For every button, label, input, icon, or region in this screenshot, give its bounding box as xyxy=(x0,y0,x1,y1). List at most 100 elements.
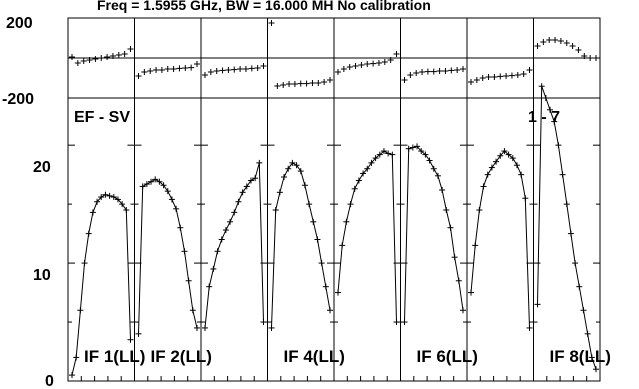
phase-point-if-5 xyxy=(370,60,377,67)
phase-point-if-5 xyxy=(358,62,365,68)
amp-point-if-3 xyxy=(252,175,259,182)
phase-point-if-2 xyxy=(158,67,165,73)
phase-point-if-4 xyxy=(274,83,281,89)
amp-point-if-1 xyxy=(94,198,101,205)
phase-point-if-4 xyxy=(327,77,333,83)
phase-point-if-3 xyxy=(219,67,226,74)
phase-point-if-5 xyxy=(352,63,359,69)
phase-point-if-5 xyxy=(381,59,388,65)
phase-point-if-5 xyxy=(364,61,371,67)
amp-point-if-8 xyxy=(547,106,554,113)
series-layer: IF 1(LL) IF 2(LL) IF 4(LL) IF 6(LL) IF 8(LL) xyxy=(69,20,611,379)
amp-point-if-3 xyxy=(210,265,217,272)
amp-point-if-1 xyxy=(106,192,113,199)
phase-point-if-7 xyxy=(497,73,504,80)
if-label-if-1: IF 1(LL) xyxy=(84,347,145,366)
phase-point-if-2 xyxy=(164,66,171,72)
amp-point-if-8 xyxy=(559,171,566,178)
phase-point-if-4 xyxy=(321,79,328,85)
antenna-label: 1 - 7 xyxy=(528,109,560,126)
amp-point-if-7 xyxy=(513,162,520,169)
amp-point-if-5 xyxy=(389,151,396,158)
amp-point-if-4 xyxy=(322,283,329,290)
phase-point-if-2 xyxy=(182,65,189,71)
phase-point-if-6 xyxy=(430,68,437,75)
phase-point-if-1 xyxy=(121,51,128,57)
amp-point-if-6 xyxy=(460,307,466,314)
amp-point-if-7 xyxy=(484,171,491,178)
amp-point-if-2 xyxy=(194,324,200,331)
amp-point-if-5 xyxy=(335,289,341,296)
amp-point-if-4 xyxy=(301,182,308,189)
amp-point-if-4 xyxy=(293,162,300,169)
amp-point-if-2 xyxy=(164,188,171,195)
amp-axis-label-10: 10 xyxy=(33,267,51,284)
phase-axis-label-top: 200 xyxy=(6,15,33,32)
if-label-if-2: IF 2(LL) xyxy=(151,347,212,366)
amp-point-if-4 xyxy=(318,260,325,267)
phase-point-if-4 xyxy=(297,80,304,87)
phase-point-if-5 xyxy=(340,66,347,72)
amp-point-if-8 xyxy=(534,301,541,308)
amp-point-if-4 xyxy=(297,168,304,175)
amp-point-if-3 xyxy=(222,227,229,234)
phase-point-if-6 xyxy=(454,67,461,73)
phase-point-if-5 xyxy=(335,69,341,75)
if-label-if-8: IF 8(LL) xyxy=(550,347,611,366)
amp-point-if-1 xyxy=(110,194,117,201)
amp-point-if-6 xyxy=(451,254,458,261)
amp-point-if-5 xyxy=(343,218,350,225)
phase-point-if-2 xyxy=(141,69,148,75)
amp-point-if-8 xyxy=(551,118,558,125)
amp-point-if-5 xyxy=(360,170,367,177)
phase-point-if-2 xyxy=(147,68,154,74)
phase-point-if-5 xyxy=(346,64,353,70)
amp-point-if-2 xyxy=(168,196,175,203)
phase-point-if-8 xyxy=(546,37,553,43)
amp-point-if-4 xyxy=(289,159,296,166)
amp-point-if-5 xyxy=(393,319,400,326)
phase-point-if-8 xyxy=(540,39,547,45)
amp-point-if-6 xyxy=(447,224,454,231)
amp-point-if-2 xyxy=(177,224,184,231)
amp-point-if-7 xyxy=(526,324,533,331)
phase-point-if-6 xyxy=(419,69,426,75)
amp-point-if-4 xyxy=(272,207,279,214)
phase-point-if-4 xyxy=(286,81,293,87)
phase-point-if-6 xyxy=(424,68,431,75)
amp-point-if-8 xyxy=(538,83,545,90)
amp-point-if-2 xyxy=(181,248,188,255)
amp-point-if-4 xyxy=(268,324,275,331)
phase-point-if-1 xyxy=(109,53,116,59)
amp-point-if-4 xyxy=(310,218,317,225)
phase-point-if-1 xyxy=(74,60,81,66)
phase-point-if-8 xyxy=(593,55,599,61)
amp-point-if-7 xyxy=(497,152,504,159)
amp-point-if-2 xyxy=(160,182,167,189)
amp-point-if-6 xyxy=(405,145,412,152)
phase-point-if-8 xyxy=(557,38,564,44)
phase-point-if-1 xyxy=(86,57,93,63)
amp-point-if-6 xyxy=(443,207,450,214)
phase-point-if-1 xyxy=(127,46,134,52)
phase-point-if-3 xyxy=(213,68,220,74)
phase-point-if-3 xyxy=(237,66,244,72)
amp-point-if-8 xyxy=(576,283,583,290)
amp-point-if-3 xyxy=(214,248,221,255)
amp-point-if-8 xyxy=(588,354,595,361)
amp-point-if-1 xyxy=(127,336,134,343)
phase-point-if-6 xyxy=(448,67,455,74)
phase-point-if-2 xyxy=(153,67,160,73)
phase-point-if-6 xyxy=(407,72,414,78)
amp-point-if-1 xyxy=(77,307,84,314)
amp-point-if-6 xyxy=(401,319,408,326)
phase-point-if-8 xyxy=(534,43,541,49)
phase-point-if-1 xyxy=(92,56,99,62)
amp-point-if-6 xyxy=(422,151,429,158)
amp-point-if-3 xyxy=(247,177,254,184)
phase-point-if-1 xyxy=(104,54,111,60)
amp-point-if-1 xyxy=(81,260,88,267)
amp-point-if-6 xyxy=(455,277,462,284)
amp-point-if-2 xyxy=(185,277,192,284)
amp-point-if-3 xyxy=(227,218,234,225)
